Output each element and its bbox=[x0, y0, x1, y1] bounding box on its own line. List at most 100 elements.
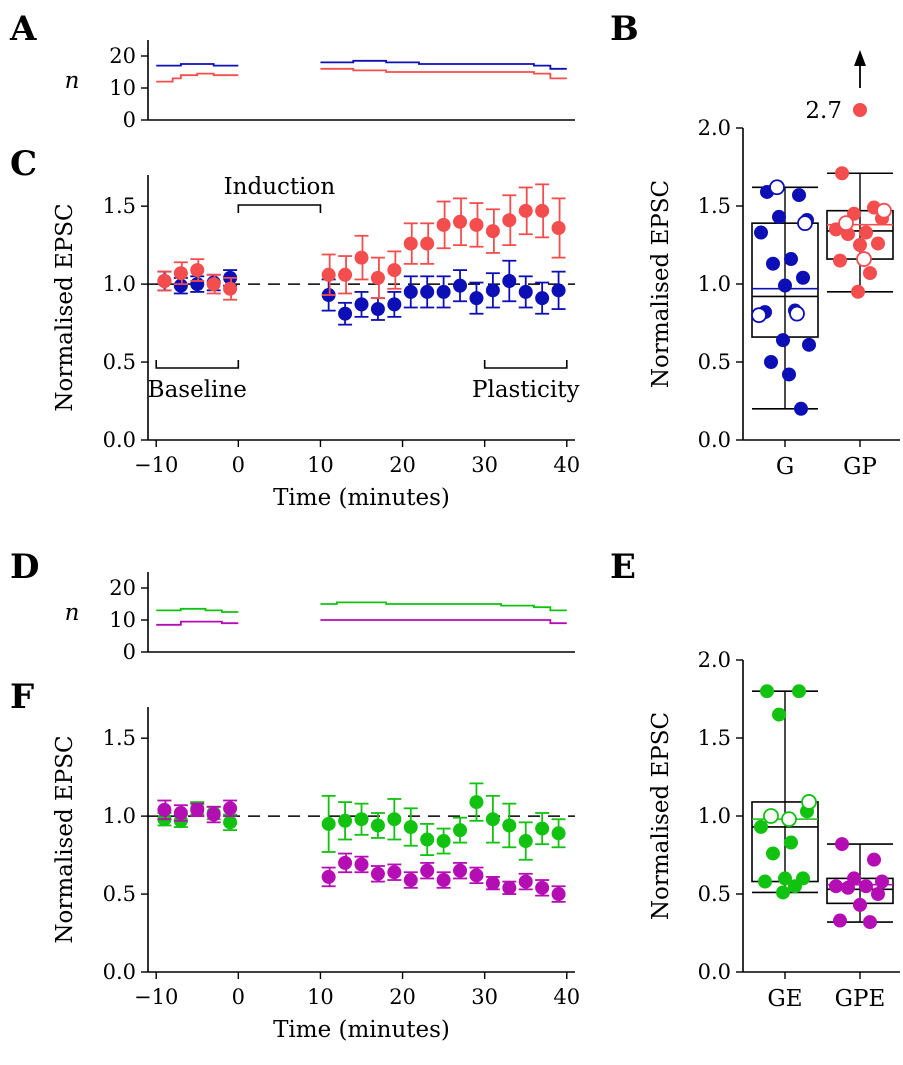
data-point-red bbox=[354, 250, 369, 265]
y-tick-label: 1.0 bbox=[103, 272, 136, 296]
data-point-blue bbox=[370, 302, 385, 317]
data-point-magenta bbox=[190, 802, 205, 817]
data-point-open bbox=[781, 811, 797, 828]
data-point-blue bbox=[502, 274, 517, 288]
y-tick-label: 0.5 bbox=[698, 882, 731, 906]
count-line-red bbox=[320, 67, 567, 80]
data-point-filled bbox=[859, 225, 873, 240]
y-tick-label: 0.0 bbox=[698, 960, 731, 984]
data-point-magenta bbox=[403, 873, 418, 888]
x-axis-label: Time (minutes) bbox=[273, 485, 450, 511]
data-point-red bbox=[420, 236, 435, 251]
data-point-red bbox=[206, 277, 221, 292]
data-point-green bbox=[338, 813, 353, 828]
y-tick-label: 0.5 bbox=[103, 350, 136, 374]
induction-label: Induction bbox=[224, 174, 336, 200]
y-tick-label: 0.5 bbox=[698, 350, 731, 374]
data-point-green bbox=[502, 818, 517, 833]
data-point-magenta bbox=[420, 863, 435, 878]
x-tick-label: 10 bbox=[307, 453, 334, 477]
data-point-filled bbox=[772, 209, 786, 224]
y-axis-label: Normalised EPSC bbox=[648, 180, 674, 388]
y-tick-label: 1.5 bbox=[698, 726, 731, 750]
panel-letter-b: B bbox=[610, 9, 639, 49]
data-point-filled bbox=[794, 401, 808, 416]
y-tick-label: 1.0 bbox=[698, 272, 731, 296]
data-point-filled bbox=[764, 355, 778, 369]
data-point-open bbox=[856, 251, 872, 267]
data-point-filled bbox=[784, 835, 798, 850]
panel-letter-c: C bbox=[10, 144, 37, 184]
x-axis-label: Time (minutes) bbox=[273, 1017, 450, 1043]
panel-letter-d: D bbox=[10, 547, 39, 587]
data-point-red bbox=[190, 263, 205, 278]
y-axis-label: n bbox=[65, 68, 80, 94]
data-point-green bbox=[370, 818, 385, 833]
data-point-green bbox=[551, 826, 566, 841]
data-point-red bbox=[370, 270, 385, 285]
y-tick-label: 1.0 bbox=[103, 804, 136, 828]
data-point-blue bbox=[535, 291, 550, 306]
data-point-filled bbox=[863, 915, 877, 930]
data-point-green bbox=[485, 812, 500, 827]
count-line-green bbox=[320, 601, 567, 612]
data-point-green bbox=[469, 795, 484, 810]
panel-letter-f: F bbox=[10, 677, 34, 717]
y-tick-label: 0.0 bbox=[103, 960, 136, 984]
x-tick-label: 0 bbox=[232, 453, 245, 477]
x-tick-label: 20 bbox=[389, 985, 416, 1009]
data-point-red bbox=[338, 267, 353, 282]
y-tick-label: 2.0 bbox=[698, 648, 731, 672]
data-point-filled bbox=[875, 874, 889, 889]
data-point-magenta bbox=[485, 876, 500, 891]
data-point-filled bbox=[867, 852, 881, 867]
data-point-magenta bbox=[436, 873, 451, 888]
y-tick-label: 0.5 bbox=[103, 882, 136, 906]
x-tick-label: 10 bbox=[307, 985, 334, 1009]
data-point-green bbox=[223, 815, 238, 830]
data-point-green bbox=[321, 816, 336, 831]
data-point-filled bbox=[792, 684, 806, 699]
data-point-blue bbox=[551, 283, 566, 298]
data-point-open bbox=[838, 215, 854, 232]
outlier-label: 2.7 bbox=[805, 98, 842, 124]
data-point-magenta bbox=[173, 806, 188, 820]
data-point-green bbox=[403, 820, 418, 835]
data-point-blue bbox=[518, 284, 533, 299]
data-point-open bbox=[789, 305, 805, 322]
data-point-red bbox=[453, 214, 468, 229]
data-point-red bbox=[502, 213, 517, 228]
data-point-blue bbox=[173, 278, 188, 293]
data-point-filled bbox=[833, 253, 847, 268]
data-point-green bbox=[354, 812, 369, 827]
panel-f-epsc-timecourse: 0.0 0.5 1.0 1.5 −10 0 10 20 30 40 Time (minutes) No… bbox=[52, 707, 580, 1043]
data-point-filled bbox=[754, 819, 768, 834]
data-point-open bbox=[801, 794, 817, 810]
data-point-magenta bbox=[354, 857, 369, 872]
data-point-red bbox=[551, 221, 566, 235]
y-tick-label: 0 bbox=[123, 640, 136, 664]
y-tick-label: 0.0 bbox=[698, 428, 731, 452]
count-line-magenta bbox=[156, 620, 239, 626]
data-point-blue bbox=[453, 278, 468, 293]
panel-letter-a: A bbox=[9, 9, 37, 49]
data-point-red bbox=[173, 266, 188, 281]
data-point-filled bbox=[841, 880, 855, 895]
data-point-magenta bbox=[223, 801, 238, 816]
data-point-filled bbox=[851, 284, 865, 299]
data-point-magenta bbox=[157, 802, 172, 817]
induction-bracket bbox=[237, 204, 322, 213]
panel-letter-e: E bbox=[610, 547, 636, 587]
data-point-filled bbox=[859, 879, 873, 894]
data-point-blue bbox=[354, 297, 369, 312]
data-point-magenta bbox=[206, 807, 221, 822]
data-point-blue bbox=[436, 284, 451, 299]
data-point-magenta bbox=[338, 855, 353, 870]
data-point-filled bbox=[776, 885, 790, 900]
data-point-filled bbox=[835, 837, 849, 852]
data-point-filled bbox=[796, 270, 810, 285]
data-point-blue bbox=[338, 306, 353, 321]
data-point-filled bbox=[871, 236, 885, 251]
y-axis-label: Normalised EPSC bbox=[52, 203, 78, 411]
